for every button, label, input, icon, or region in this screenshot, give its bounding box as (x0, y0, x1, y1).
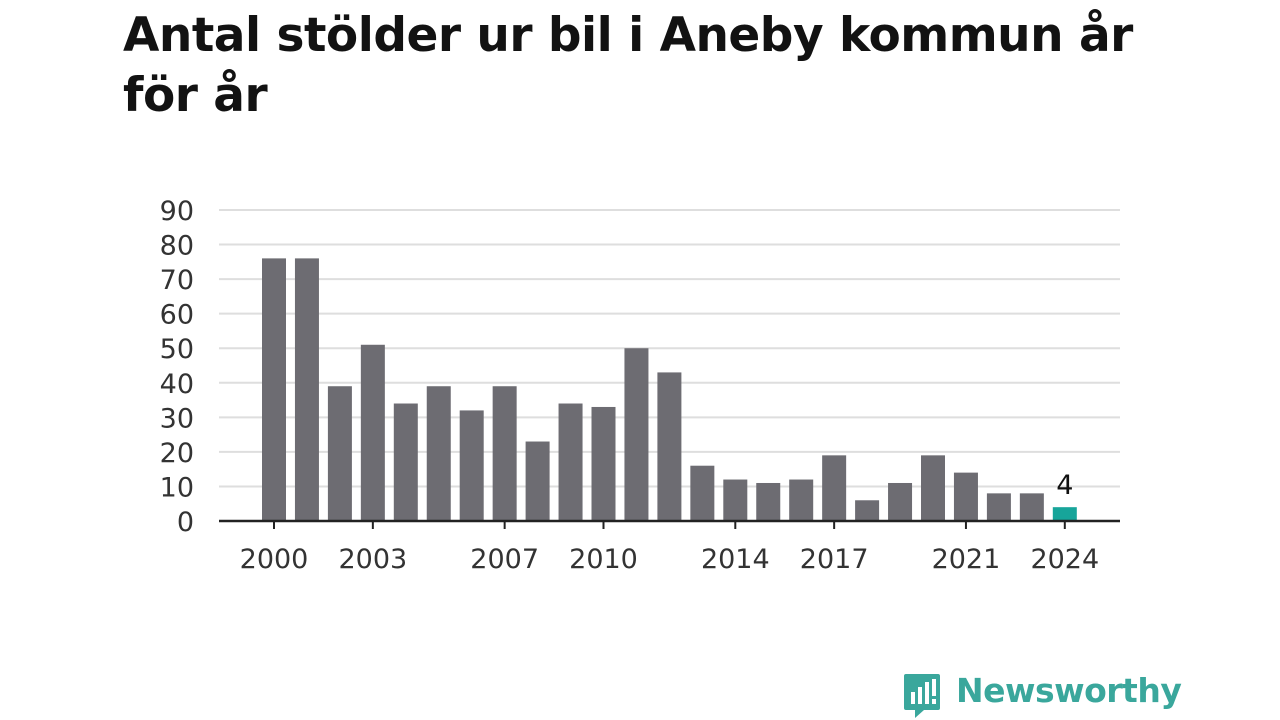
bar-2004 (393, 403, 418, 521)
y-tick-label: 20 (160, 438, 194, 469)
bar-2001 (294, 258, 319, 521)
x-tick-label: 2003 (338, 544, 407, 575)
chart-title: Antal stölder ur bil i Aneby kommun år f… (123, 8, 1133, 123)
x-tick-label: 2021 (932, 544, 1001, 575)
bar-2013 (690, 465, 715, 521)
data-label-2024: 4 (1056, 470, 1073, 501)
bar-2018 (855, 500, 880, 521)
bar-2011 (624, 348, 649, 521)
bar-2002 (327, 386, 352, 521)
y-tick-label: 50 (160, 334, 194, 365)
bar-2016 (789, 479, 814, 521)
y-tick-label: 70 (160, 265, 194, 296)
bar-2010 (591, 406, 616, 521)
bar-2021 (953, 472, 978, 521)
y-tick-label: 30 (160, 403, 194, 434)
x-tick-label: 2014 (701, 544, 770, 575)
y-tick-label: 90 (160, 196, 194, 227)
bar-2020 (921, 455, 945, 521)
y-tick-label: 40 (160, 369, 194, 400)
axes (219, 519, 1120, 529)
brand-name: Newsworthy (956, 671, 1182, 710)
y-tick-label: 60 (160, 300, 194, 331)
x-tick-label: 2017 (800, 544, 869, 575)
bar-2024 (1052, 507, 1077, 521)
bar-2023 (1019, 493, 1044, 521)
bar-2022 (986, 493, 1011, 521)
bar-2000 (262, 258, 286, 521)
newsworthy-logo: Newsworthy (902, 671, 1182, 720)
x-tick-label: 2007 (470, 544, 539, 575)
y-tick-label: 10 (160, 472, 194, 503)
newsworthy-logo-icon (904, 674, 940, 718)
bar-2006 (459, 410, 484, 521)
bar-2008 (525, 441, 550, 521)
x-tick-label: 2000 (240, 544, 309, 575)
y-tick-label: 80 (160, 231, 194, 262)
x-tick-label: 2024 (1030, 544, 1099, 575)
bar-2012 (657, 372, 682, 521)
bar-2017 (822, 455, 847, 521)
bar-2003 (360, 344, 385, 521)
bars (262, 258, 1077, 521)
x-tick-label: 2010 (569, 544, 638, 575)
bar-2019 (888, 482, 913, 521)
bar-2015 (756, 482, 781, 521)
bar-2009 (558, 403, 583, 521)
bar-2014 (723, 479, 748, 521)
bar-2005 (426, 386, 451, 521)
y-tick-label: 0 (177, 507, 194, 538)
bar-2007 (492, 386, 517, 521)
